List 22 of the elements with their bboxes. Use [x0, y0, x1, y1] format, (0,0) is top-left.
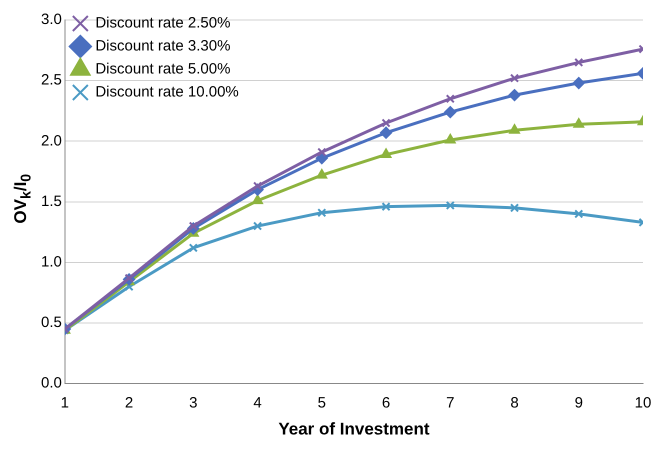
- x-tick-label: 9: [574, 394, 583, 412]
- legend-label: Discount rate 10.00%: [95, 84, 239, 101]
- x-tick-label: 10: [634, 394, 652, 412]
- y-tick-label: 0.0: [40, 374, 62, 392]
- y-tick-label: 2.0: [40, 132, 62, 150]
- x-tick-label: 4: [253, 394, 262, 412]
- y-tick-label: 1.0: [40, 254, 62, 271]
- x-tick-label: 2: [124, 394, 134, 412]
- x-tick-label: 3: [189, 394, 198, 412]
- x-tick-label: 6: [382, 394, 390, 412]
- x-axis-title: Year of Investment: [278, 419, 430, 438]
- x-tick-label: 1: [60, 394, 70, 412]
- y-tick-label: 1.5: [40, 192, 62, 210]
- legend-label: Discount rate 2.50%: [95, 14, 230, 32]
- x-tick-label: 7: [446, 394, 454, 412]
- legend-label: Discount rate 3.30%: [95, 38, 230, 55]
- y-tick-label: 3.0: [40, 11, 62, 28]
- y-tick-label: 2.5: [40, 72, 62, 89]
- x-tick-label: 5: [318, 394, 326, 412]
- x-tick-label: 8: [510, 394, 519, 412]
- legend-label: Discount rate 5.00%: [95, 60, 230, 78]
- y-tick-label: 0.5: [40, 314, 62, 332]
